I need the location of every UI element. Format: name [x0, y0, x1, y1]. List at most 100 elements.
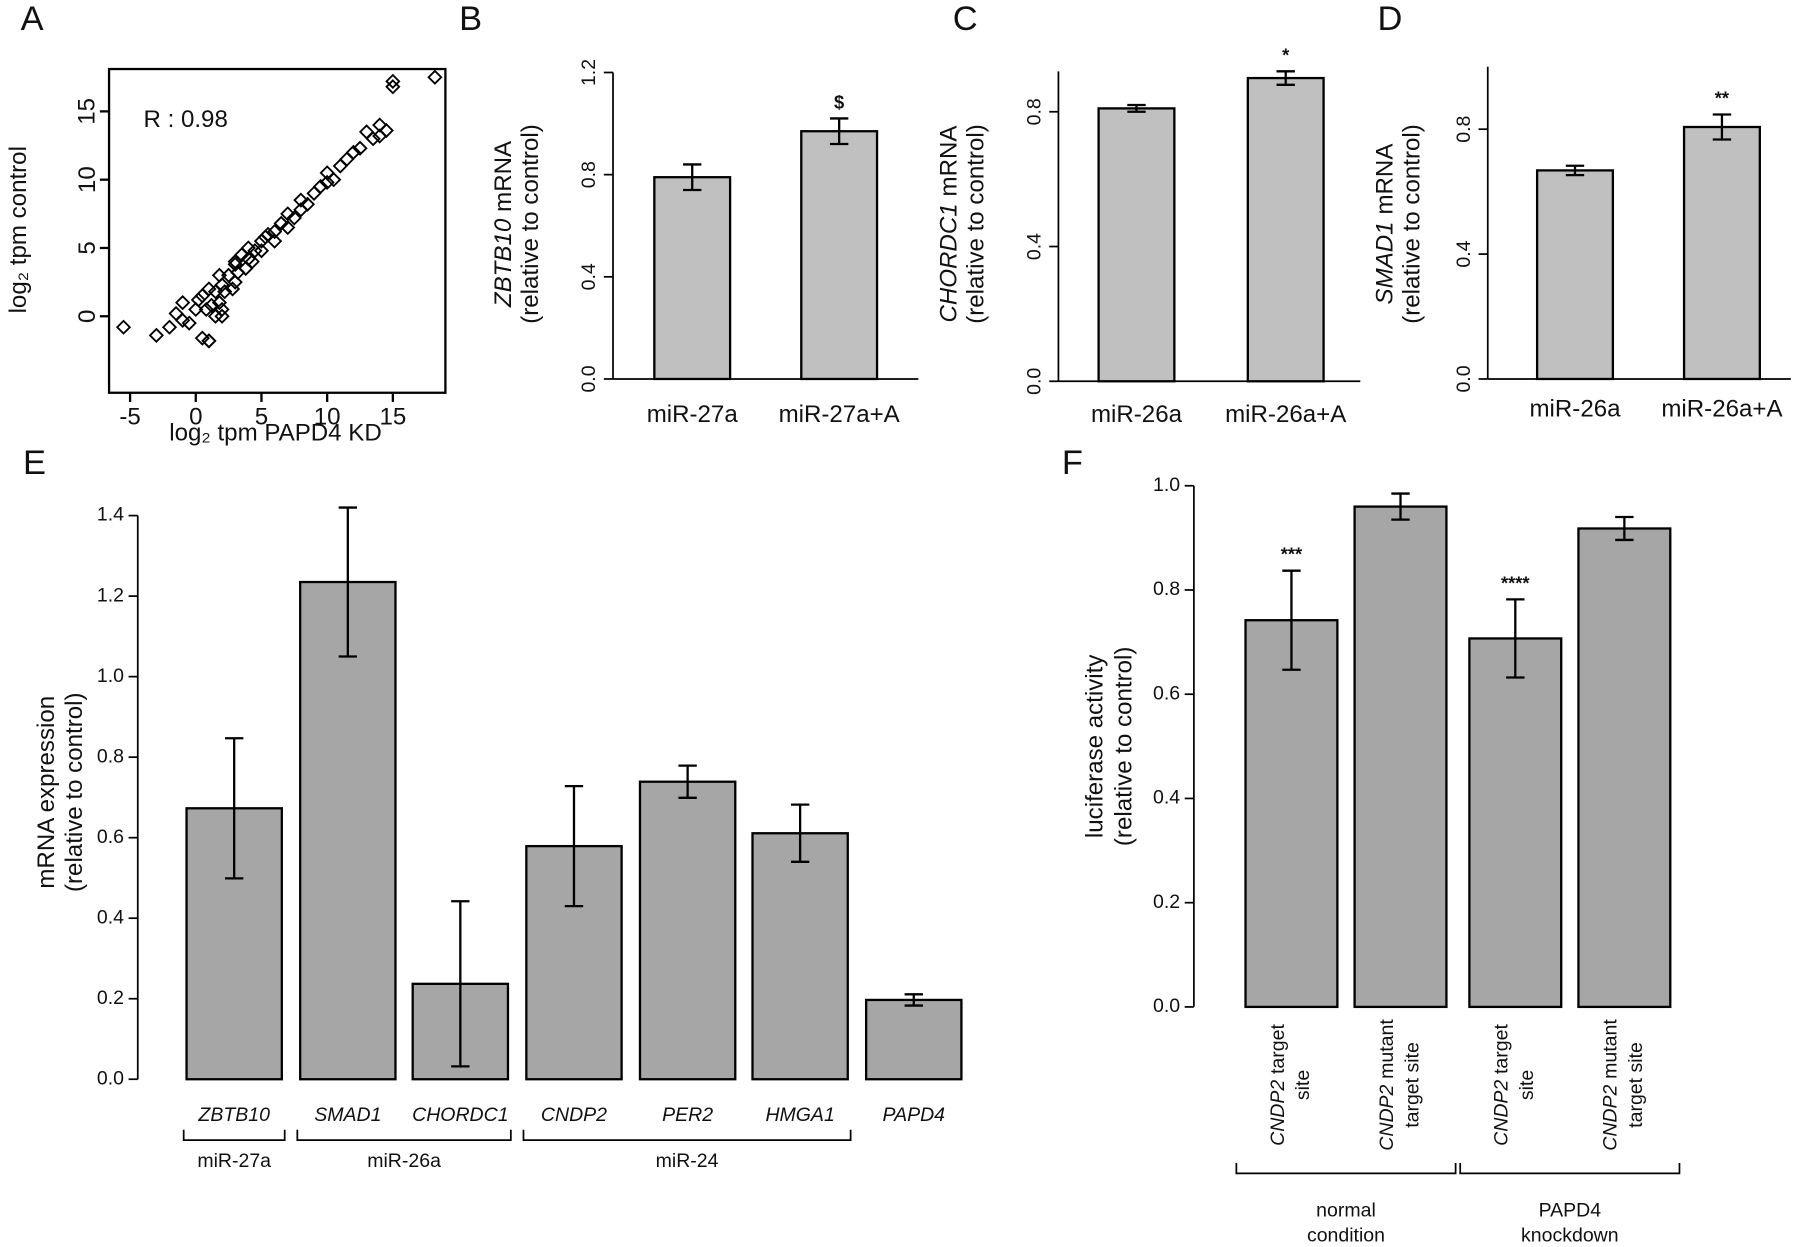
y-tick-label: 1.0	[97, 665, 124, 687]
point	[214, 301, 230, 318]
error-bar	[564, 784, 584, 908]
point	[227, 254, 243, 270]
error-bar	[1712, 113, 1732, 141]
point	[188, 301, 204, 318]
x-tick-label: miR-27a	[647, 401, 739, 428]
point	[286, 210, 302, 226]
point	[352, 140, 368, 156]
y-axis-label: CHORDC1 mRNA	[936, 125, 963, 323]
group-label: knockdown	[1521, 1225, 1619, 1247]
y-tick-label: 0.8	[1453, 116, 1475, 143]
gene-name: CNDP2	[1600, 1084, 1622, 1150]
y-tick-label: 0.4	[1453, 240, 1475, 267]
point	[198, 301, 214, 318]
y-axis-label: mRNA expression	[34, 696, 61, 889]
point	[332, 158, 348, 174]
group-label: PAPD4	[1539, 1199, 1602, 1221]
y-tick-label: 1.2	[97, 584, 124, 606]
point	[211, 267, 228, 283]
label-text: mutant	[1376, 1019, 1398, 1079]
y-axis-label: (relative to control)	[1110, 647, 1137, 847]
y-tick-label: 0.6	[1153, 682, 1180, 704]
x-axis-label: log₂ tpm PAPD4 KD	[169, 419, 381, 446]
group-bracket	[296, 1129, 512, 1141]
bar	[653, 176, 732, 381]
x-tick-label: miR-26a	[1529, 395, 1621, 422]
point	[175, 312, 191, 328]
gene-name: ZBTB10	[490, 218, 517, 308]
error-bar	[1276, 70, 1295, 86]
label-text: mRNA	[1372, 143, 1399, 215]
label-text: luciferase activity	[1082, 655, 1109, 838]
significance-label: ***	[1281, 544, 1303, 565]
label-text: mRNA	[936, 125, 963, 197]
y-axis-label: ZBTB10 mRNA	[490, 140, 517, 308]
point	[227, 274, 243, 290]
y-axis-label: luciferase activity	[1082, 655, 1109, 838]
point	[217, 284, 233, 300]
y-tick-label: 0.0	[1453, 365, 1475, 392]
x-tick-label: PER2	[662, 1104, 713, 1126]
point	[181, 315, 197, 331]
y-axis-label: (relative to control)	[61, 692, 88, 892]
significance-label: *	[1282, 44, 1290, 65]
bar	[1246, 76, 1325, 383]
x-tick-label: -5	[119, 403, 140, 430]
panel-label: D	[1378, 0, 1403, 38]
panel-label: E	[23, 444, 46, 482]
point	[214, 308, 230, 324]
point	[293, 192, 309, 208]
error-bar	[790, 803, 810, 863]
point	[345, 144, 362, 160]
point	[427, 69, 443, 85]
y-tick-label: 0.2	[97, 987, 124, 1009]
point	[201, 281, 217, 297]
y-tick-label: 0.8	[97, 745, 124, 767]
bar	[751, 832, 849, 1081]
y-tick-label: 1.0	[1153, 474, 1180, 496]
gene-name: CNDP2	[1376, 1084, 1398, 1150]
y-tick-label: 0.0	[1024, 368, 1046, 395]
x-tick-label: 15	[379, 403, 406, 430]
x-tick-label: site	[1516, 1070, 1538, 1100]
bar	[864, 998, 963, 1081]
error-bar	[678, 764, 697, 799]
y-axis-label: (relative to control)	[1398, 124, 1425, 324]
point	[247, 243, 263, 259]
point	[266, 233, 283, 249]
y-tick-label: 5	[74, 241, 101, 254]
panel-label: B	[459, 0, 482, 38]
bar	[299, 580, 397, 1081]
error-bar	[1282, 569, 1301, 671]
point	[273, 215, 289, 231]
x-tick-label: ZBTB10	[197, 1104, 270, 1126]
plot-frame	[107, 67, 447, 394]
bar	[1577, 527, 1672, 1009]
x-tick-label: miR-27a+A	[779, 401, 901, 428]
bar	[1353, 505, 1448, 1009]
point	[214, 277, 230, 293]
y-tick-label: 0	[74, 310, 101, 323]
point	[326, 172, 342, 188]
x-tick-label: PAPD4	[883, 1104, 946, 1126]
error-bar	[1506, 598, 1525, 679]
y-axis-label: (relative to control)	[962, 124, 989, 324]
point	[253, 243, 270, 259]
label-text: mRNA expression	[34, 696, 61, 889]
panel-label: A	[21, 0, 44, 38]
y-tick-label: 0.4	[1024, 233, 1046, 260]
point	[385, 73, 401, 89]
error-bar	[451, 900, 470, 1068]
bar	[1535, 169, 1615, 381]
y-tick-label: 0.0	[97, 1067, 124, 1089]
significance-label: $	[834, 91, 844, 112]
point	[365, 131, 381, 147]
point	[211, 294, 228, 311]
y-tick-label: 10	[74, 166, 101, 193]
point	[319, 174, 335, 191]
label-text: target	[1267, 1024, 1289, 1074]
group-label: miR-27a	[197, 1150, 271, 1172]
point	[339, 151, 355, 167]
label-text: target	[1491, 1024, 1513, 1074]
